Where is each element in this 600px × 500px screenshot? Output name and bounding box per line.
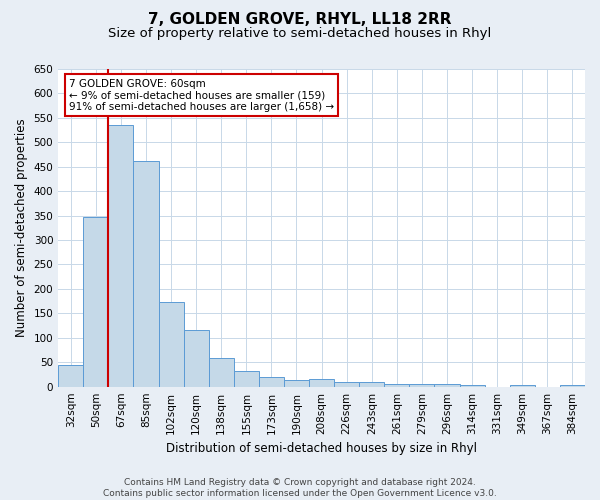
Bar [309,380,334,386]
Bar [560,384,585,386]
Text: Size of property relative to semi-detached houses in Rhyl: Size of property relative to semi-detach… [109,28,491,40]
Bar [284,380,309,386]
Bar [184,330,209,386]
Bar [58,364,83,386]
Bar [460,384,485,386]
Y-axis label: Number of semi-detached properties: Number of semi-detached properties [15,118,28,337]
Text: Contains HM Land Registry data © Crown copyright and database right 2024.
Contai: Contains HM Land Registry data © Crown c… [103,478,497,498]
Bar [510,384,535,386]
Bar [409,384,434,386]
Text: 7 GOLDEN GROVE: 60sqm
← 9% of semi-detached houses are smaller (159)
91% of semi: 7 GOLDEN GROVE: 60sqm ← 9% of semi-detac… [69,78,334,112]
Bar [234,370,259,386]
Bar [385,384,409,386]
Bar [109,125,133,386]
X-axis label: Distribution of semi-detached houses by size in Rhyl: Distribution of semi-detached houses by … [166,442,477,455]
Bar [359,382,385,386]
Bar [133,161,158,386]
Bar [434,384,460,386]
Text: 7, GOLDEN GROVE, RHYL, LL18 2RR: 7, GOLDEN GROVE, RHYL, LL18 2RR [148,12,452,28]
Bar [209,358,234,386]
Bar [158,302,184,386]
Bar [83,216,109,386]
Bar [259,377,284,386]
Bar [334,382,359,386]
